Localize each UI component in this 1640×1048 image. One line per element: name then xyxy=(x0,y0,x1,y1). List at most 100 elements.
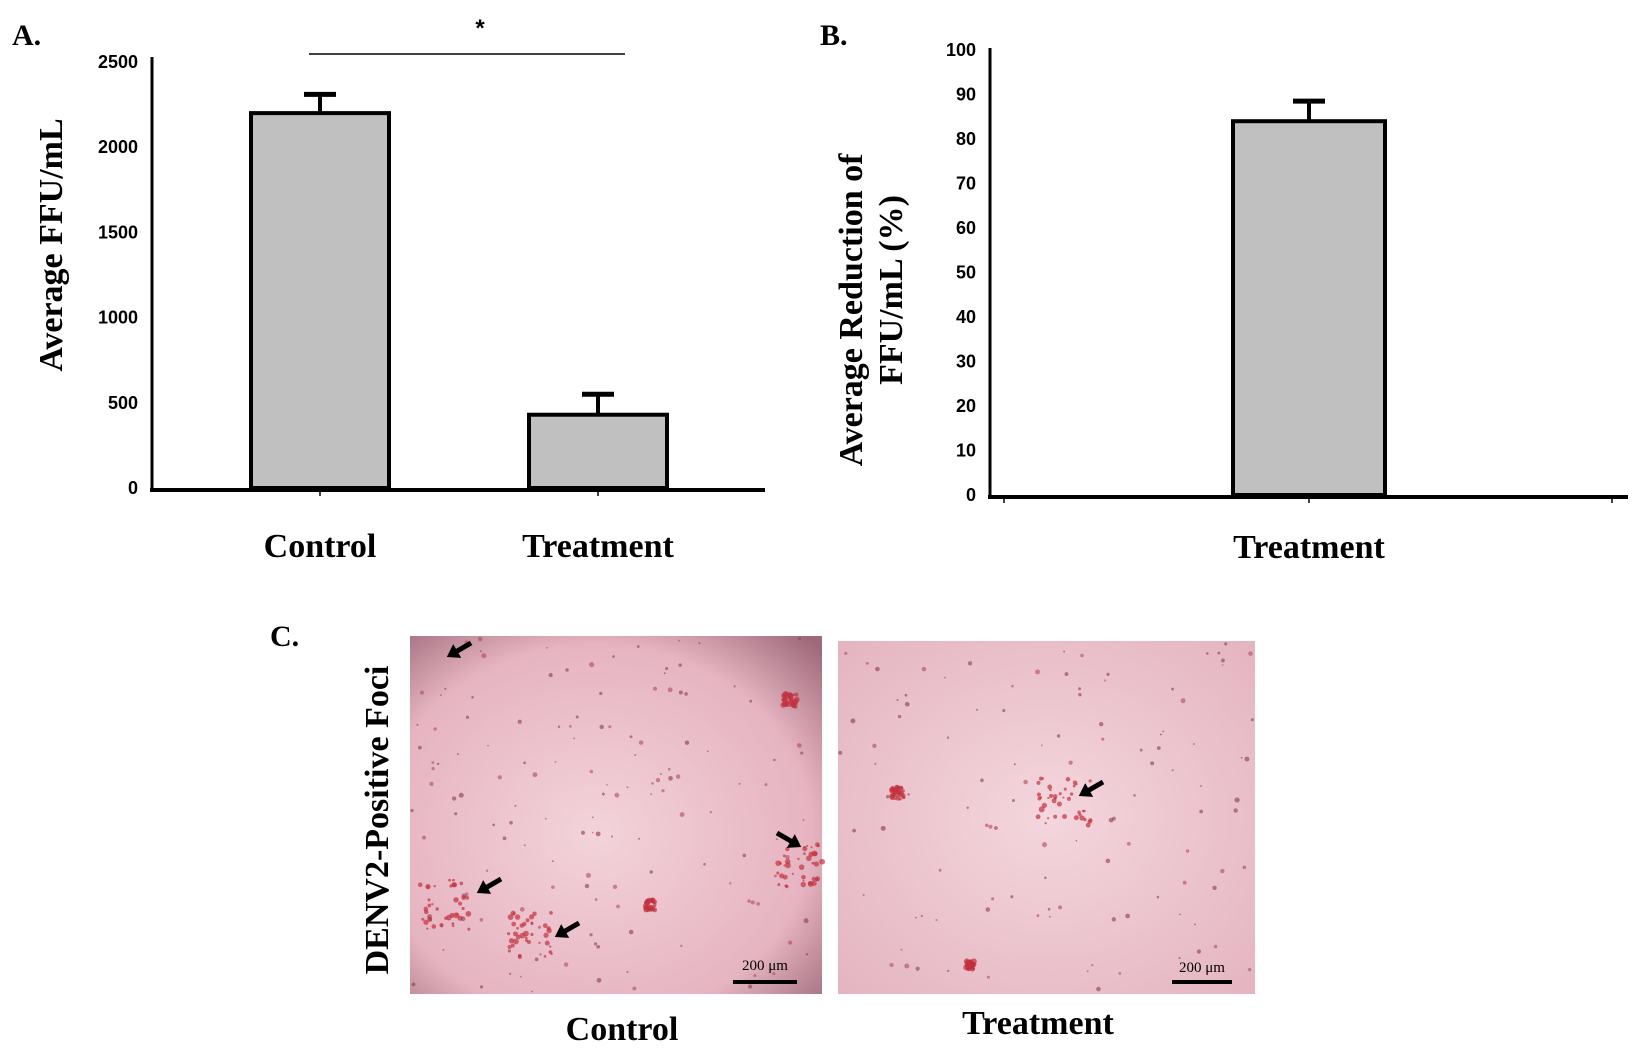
control-focus-dot xyxy=(465,896,470,900)
control-focus-dot xyxy=(782,854,786,858)
control-stain-dot xyxy=(595,831,601,837)
treatment-stain-dot xyxy=(984,823,989,828)
panel-b-y-tick-label: 0 xyxy=(966,485,976,505)
treatment-stain-dot xyxy=(904,963,910,969)
treatment-focus-dot xyxy=(1056,801,1062,807)
treatment-stain-dot xyxy=(1250,718,1254,722)
panel-b-y-tick-label: 60 xyxy=(956,218,976,238)
control-stain-dot xyxy=(596,977,602,983)
control-stain-dot xyxy=(575,715,579,719)
panel-b-y-tick-label: 100 xyxy=(946,40,976,60)
control-stain-dot xyxy=(659,773,662,775)
treatment-stain-dot xyxy=(880,825,886,831)
treatment-stain-dot xyxy=(1180,698,1186,704)
treatment-stain-dot xyxy=(1192,743,1195,746)
control-arrow-head xyxy=(446,644,462,658)
treatment-stain-dot xyxy=(1013,763,1016,766)
panel-a-y-tick-label: 2500 xyxy=(98,52,138,72)
treatment-stain-dot xyxy=(920,914,924,918)
treatment-stain-dot xyxy=(1212,885,1217,891)
control-arrow-head xyxy=(476,880,492,894)
treatment-stain-dot xyxy=(1233,808,1238,813)
treatment-arrow-head xyxy=(1078,783,1094,797)
treatment-arrow xyxy=(1078,779,1105,797)
treatment-stain-dot xyxy=(1058,905,1063,910)
control-focus-dot xyxy=(448,878,452,882)
control-stain-dot xyxy=(775,838,778,841)
control-stain-dot xyxy=(601,792,605,796)
control-stain-dot xyxy=(652,686,658,691)
treatment-stain-dot xyxy=(1044,876,1047,880)
control-stain-dot xyxy=(537,925,542,929)
control-stain-dot xyxy=(796,743,802,748)
control-focus-dot xyxy=(508,938,515,944)
treatment-stain-dot xyxy=(1096,986,1101,992)
control-stain-dot xyxy=(628,929,634,935)
control-stain-dot xyxy=(589,769,594,774)
control-arrow-head xyxy=(786,834,802,848)
treatment-stain-dot xyxy=(938,868,942,872)
control-arrow xyxy=(446,640,473,658)
treatment-stain-dot xyxy=(1080,653,1084,658)
control-focus-dot xyxy=(452,882,458,888)
treatment-stain-dot xyxy=(1178,957,1181,960)
control-stain-dot xyxy=(581,830,586,835)
control-focus-dot xyxy=(426,927,429,930)
control-stain-dot xyxy=(431,761,435,764)
treatment-focus-dot xyxy=(898,797,902,801)
control-stain-dot xyxy=(479,985,484,989)
control-stain-dot xyxy=(514,804,517,807)
control-stain-dot xyxy=(650,793,652,796)
treatment-focus-dot xyxy=(1063,787,1067,791)
control-stain-dot xyxy=(481,653,487,659)
control-stain-dot xyxy=(626,786,629,789)
panel-b-category-label: Treatment xyxy=(1233,529,1385,566)
treatment-stain-dot xyxy=(1011,684,1014,688)
control-focus-dot xyxy=(546,926,551,931)
control-stain-dot xyxy=(632,986,637,991)
control-stain-dot xyxy=(678,690,683,695)
micrograph-treatment-foci xyxy=(838,642,1254,992)
control-stain-dot xyxy=(519,907,525,912)
control-stain-dot xyxy=(663,672,666,675)
panel-c: C. DENV2-Positive Foci 200 μm 200 μm Con… xyxy=(270,620,1255,1048)
control-stain-dot xyxy=(753,974,757,978)
treatment-stain-dot xyxy=(838,750,843,755)
control-focus-dot xyxy=(513,938,519,945)
treatment-stain-dot xyxy=(1126,841,1131,846)
control-focus-dot xyxy=(530,922,534,926)
control-stain-dot xyxy=(649,870,653,874)
control-stain-dot xyxy=(667,687,673,693)
treatment-focus-dot xyxy=(1047,817,1050,820)
treatment-stain-dot xyxy=(1196,949,1202,954)
control-focus-dot xyxy=(426,885,430,889)
treatment-stain-dot xyxy=(1105,858,1111,864)
treatment-stain-dot xyxy=(875,666,880,672)
control-focus-dot xyxy=(467,927,471,931)
treatment-stain-dot xyxy=(1244,756,1250,762)
control-focus-dot xyxy=(648,906,652,910)
control-focus-dot xyxy=(514,914,521,920)
treatment-stain-dot xyxy=(889,962,894,968)
control-focus-dot xyxy=(819,858,826,865)
control-stain-dot xyxy=(626,970,629,973)
control-focus-dot xyxy=(455,913,459,916)
control-stain-dot xyxy=(431,766,435,771)
panel-a-y-tick-label: 500 xyxy=(108,393,138,413)
treatment-focus-dot xyxy=(1053,814,1058,819)
control-stain-dot xyxy=(629,735,633,739)
treatment-stain-dot xyxy=(1041,842,1048,848)
control-stain-dot xyxy=(651,782,654,785)
treatment-stain-dot xyxy=(1111,816,1116,821)
treatment-stain-dot xyxy=(985,907,991,912)
panel-b-bar xyxy=(1231,119,1387,497)
treatment-focus-dot xyxy=(1069,792,1074,796)
control-stain-dot xyxy=(507,949,512,953)
panel-b-y-tick-label: 20 xyxy=(956,396,976,416)
treatment-focus-dot xyxy=(1073,815,1079,821)
control-stain-dot xyxy=(454,812,458,816)
control-stain-dot xyxy=(680,944,683,948)
control-focus-dot xyxy=(783,864,786,867)
treatment-focus-dot xyxy=(892,789,899,795)
